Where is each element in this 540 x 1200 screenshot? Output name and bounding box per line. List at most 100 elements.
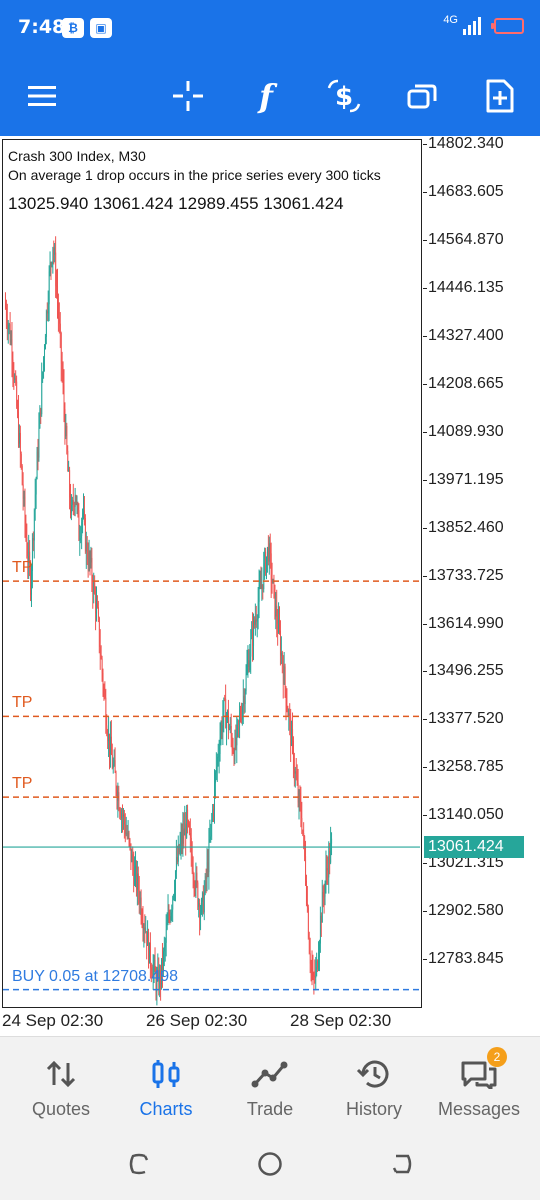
candle [156, 967, 158, 1006]
candle [270, 542, 272, 599]
candle [329, 842, 331, 875]
candle [171, 904, 173, 922]
candle [28, 534, 30, 579]
candle [51, 261, 53, 268]
candle [121, 808, 123, 834]
svg-text:$: $ [335, 82, 353, 112]
dollar-icon: $ [327, 79, 361, 113]
candle [305, 840, 307, 886]
candle [149, 932, 151, 979]
nav-label: Trade [246, 1099, 294, 1119]
candle [148, 928, 150, 969]
candle [56, 269, 58, 299]
candle [175, 839, 177, 879]
candle [150, 962, 152, 983]
candle [292, 736, 294, 779]
candle [4, 292, 6, 310]
candle [289, 703, 291, 736]
candle [243, 688, 245, 714]
candle [176, 845, 178, 865]
crosshair-button[interactable] [166, 74, 210, 118]
candle [46, 302, 48, 322]
y-tick-label: 13852.460 [423, 518, 504, 536]
candle [241, 702, 243, 726]
x-tick-label: 26 Sep 02:30 [146, 1011, 248, 1030]
candle [218, 739, 220, 774]
candle [125, 816, 127, 837]
candle [307, 904, 309, 940]
candle [290, 708, 292, 762]
candle [52, 246, 54, 274]
candle [65, 413, 67, 440]
candle [291, 720, 293, 747]
candle [306, 885, 308, 913]
tp-level-label: TP [12, 694, 33, 712]
candle [62, 361, 64, 395]
candle [89, 550, 91, 576]
candle [288, 708, 290, 731]
candle [308, 931, 310, 955]
back-icon[interactable] [388, 1150, 416, 1178]
candle [268, 536, 270, 575]
candle [229, 717, 231, 734]
recents-icon[interactable] [125, 1150, 153, 1178]
candle [286, 688, 288, 713]
home-icon[interactable] [256, 1150, 284, 1178]
candle [129, 837, 131, 851]
candlestick-plot[interactable] [0, 136, 540, 1036]
candle [251, 621, 253, 640]
candle [210, 823, 212, 843]
nav-messages[interactable]: 2 Messages [425, 1037, 533, 1129]
candle [179, 831, 181, 856]
nav-quotes[interactable]: Quotes [7, 1037, 115, 1129]
candle [30, 563, 33, 608]
plot-area[interactable] [2, 139, 422, 1008]
candle [168, 904, 170, 924]
candle [140, 889, 142, 925]
candle [147, 920, 149, 946]
candle [22, 472, 24, 511]
candle [126, 824, 128, 840]
trade-button[interactable]: $ [322, 74, 366, 118]
candle [53, 240, 55, 265]
nav-history[interactable]: History [320, 1037, 428, 1129]
candle [182, 811, 184, 857]
candle [294, 766, 296, 788]
menu-button[interactable] [20, 74, 64, 118]
price-chart[interactable]: Crash 300 Index, M30 On average 1 drop o… [0, 135, 540, 1036]
candle [95, 586, 97, 631]
candle [88, 539, 90, 572]
candle [69, 483, 72, 519]
candle [43, 356, 45, 379]
candle [209, 819, 211, 843]
candle [233, 747, 235, 767]
nav-trade[interactable]: Trade [216, 1037, 324, 1129]
new-chart-button[interactable] [478, 74, 522, 118]
tp-level-label: TP [12, 775, 33, 793]
y-tick-label: 14208.665 [423, 374, 504, 392]
y-tick-label: 14446.135 [423, 278, 504, 296]
candle [313, 971, 315, 995]
candle [183, 812, 185, 849]
candle [314, 959, 316, 984]
price-axis[interactable]: 14802.340 14683.605 14564.870 14446.135 1432… [423, 135, 540, 1016]
candle [257, 587, 259, 630]
candle [328, 841, 330, 894]
y-tick-label: 13258.785 [423, 758, 504, 776]
candle [222, 700, 224, 746]
messages-icon [461, 1061, 497, 1089]
candle [76, 495, 78, 515]
candle [236, 716, 238, 764]
candle [200, 897, 203, 915]
candle [137, 866, 139, 905]
candle [177, 835, 179, 867]
nav-charts[interactable]: Charts [112, 1037, 220, 1129]
indicators-button[interactable]: f [244, 74, 288, 118]
windows-button[interactable] [400, 74, 444, 118]
candle [327, 856, 329, 885]
candle [246, 649, 248, 676]
candle [230, 713, 232, 748]
system-navigation [0, 1128, 540, 1200]
candle [255, 605, 257, 628]
candle [279, 606, 281, 635]
